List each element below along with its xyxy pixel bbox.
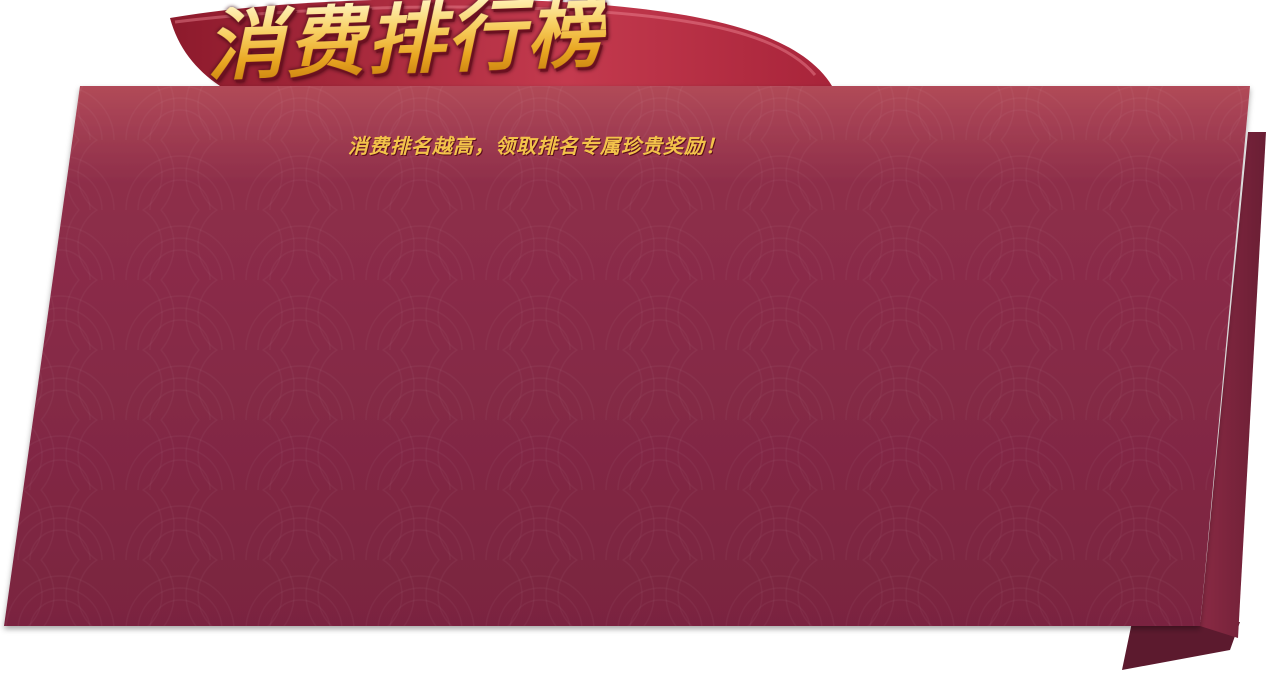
title-ribbon: [170, 0, 832, 86]
panel-right-fold: [1200, 132, 1266, 638]
ranking-subtitle: 消费排名越高，领取排名专属珍贵奖励！: [348, 134, 726, 158]
title-ribbon-highlight: [174, 5, 817, 76]
main-panel-pattern: [4, 86, 1250, 626]
ranking-title: 消费排行榜: [205, 0, 608, 92]
panel-bottom-fold: [1122, 622, 1240, 670]
